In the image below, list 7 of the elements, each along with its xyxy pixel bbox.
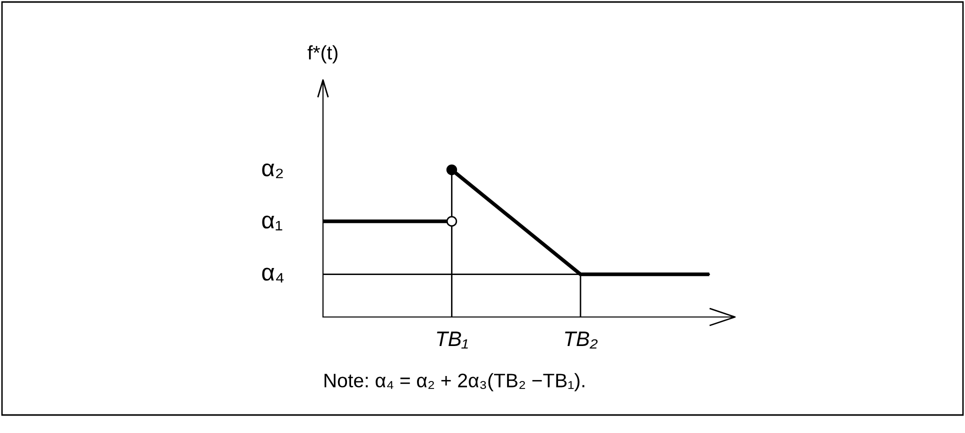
text: α₄ [262,268,284,282]
x-tick-label: TB₁ [437,332,468,348]
text: α₂ [262,163,283,178]
text: Note: α₄ = α₂ + 2α₃(TB₂ −TB₁). [324,373,584,392]
text: α₁ [262,216,282,230]
text: f*(t) [308,45,338,64]
x-tick-label: TB₂ [565,332,598,348]
